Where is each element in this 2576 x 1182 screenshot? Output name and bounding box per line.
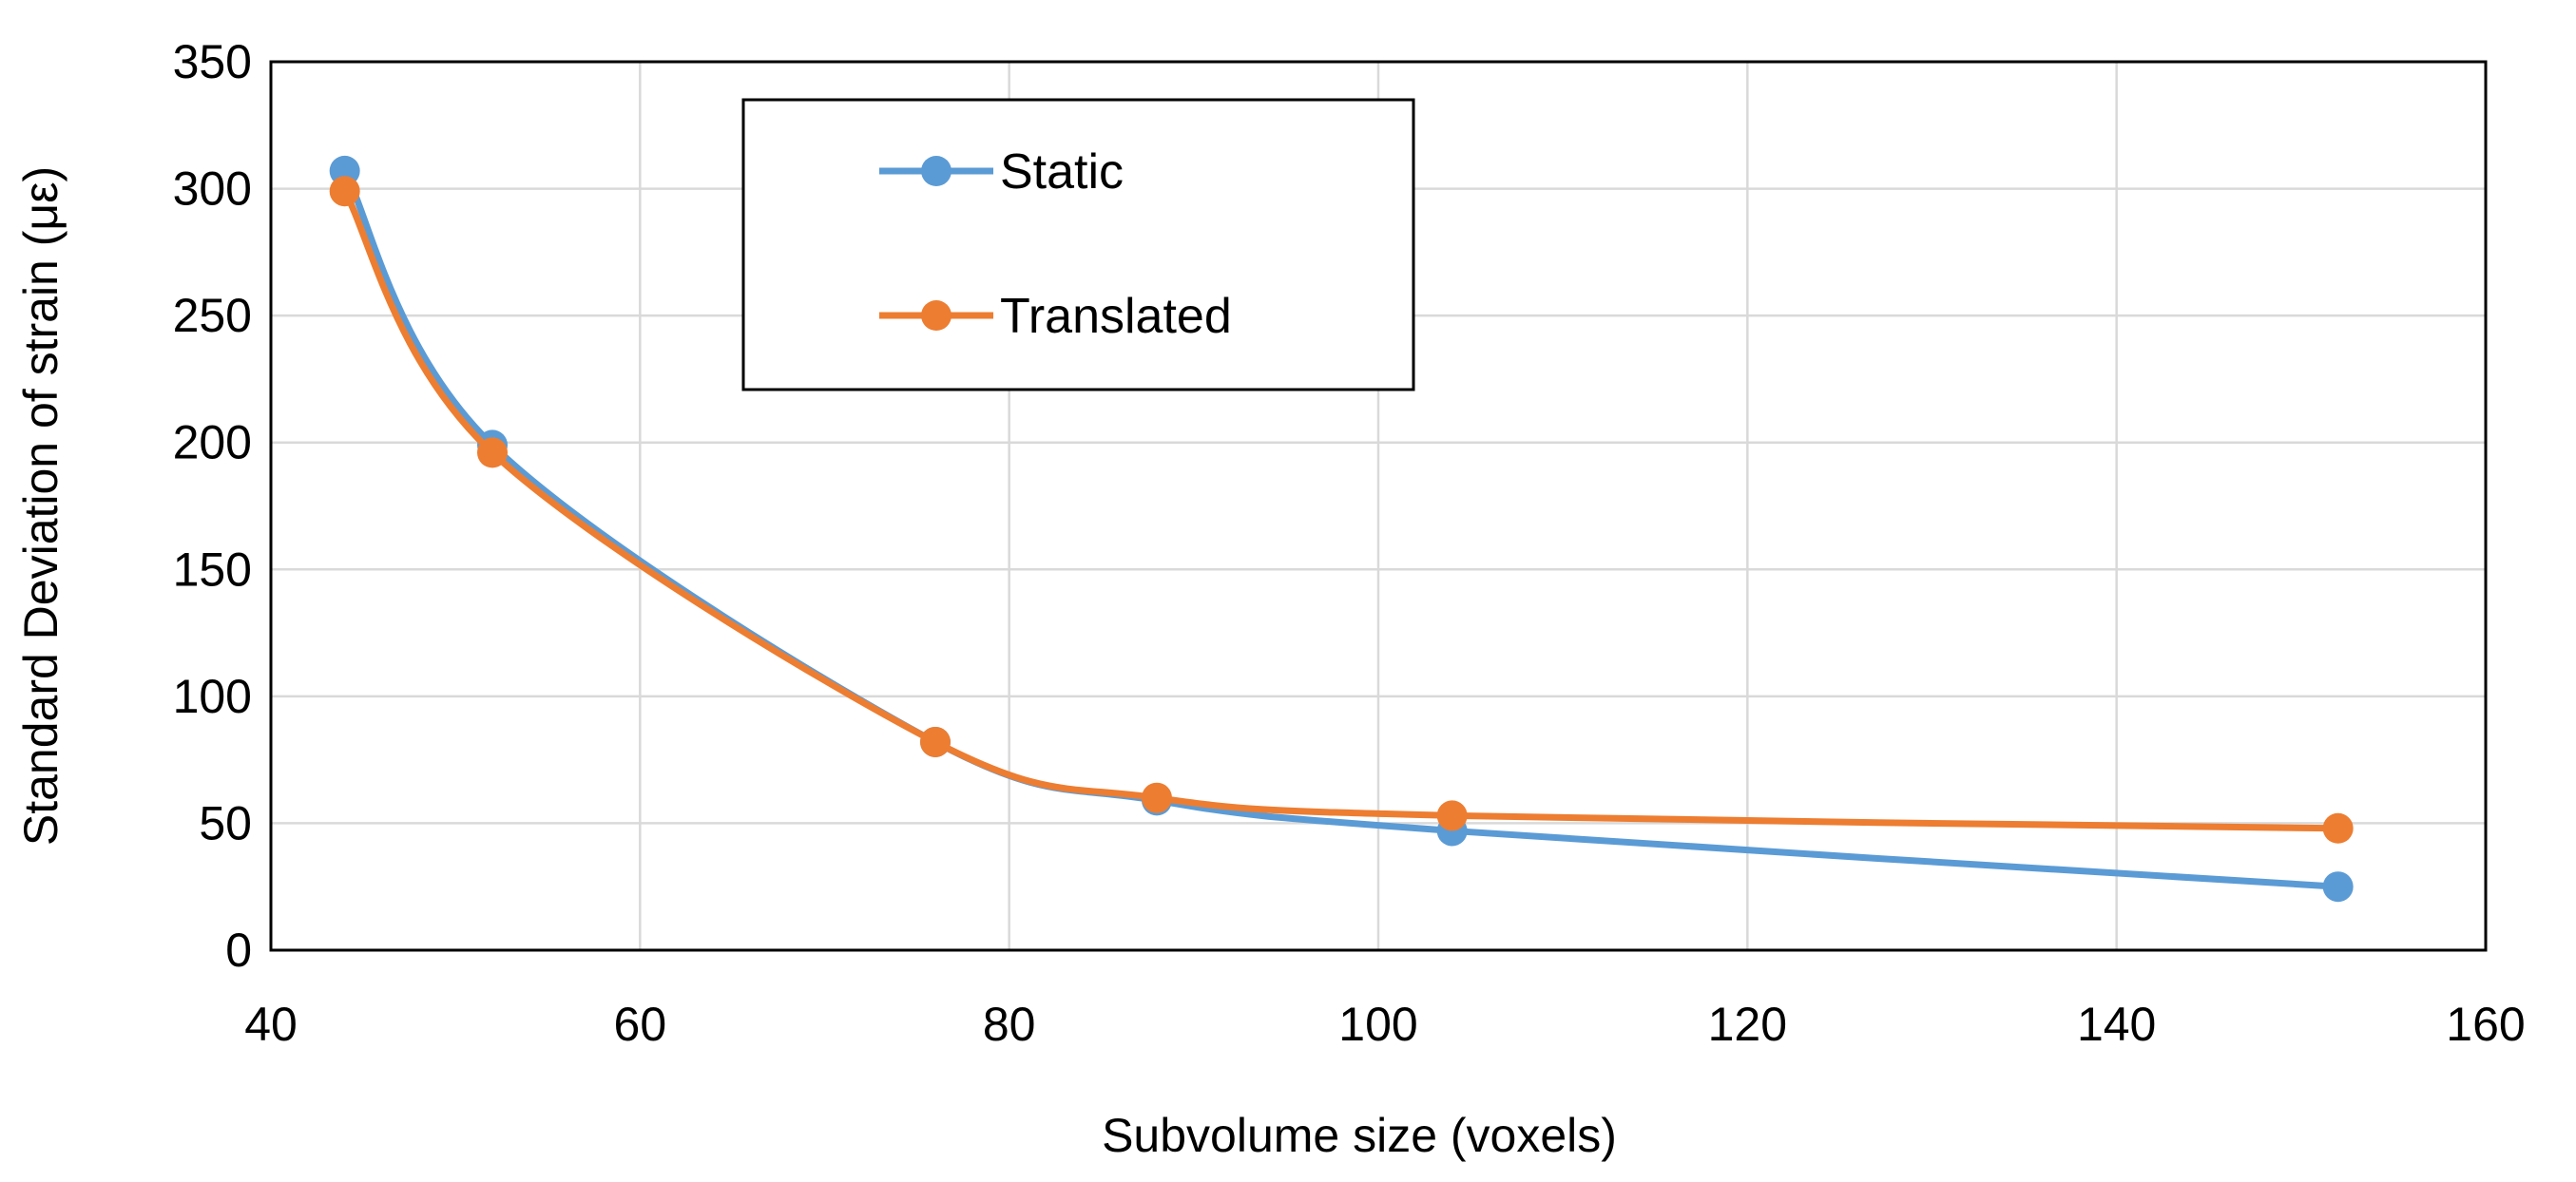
y-axis-title: Standard Deviation of strain (με) <box>14 166 67 846</box>
data-point-translated <box>2322 812 2354 844</box>
y-tick-label: 250 <box>173 289 252 342</box>
data-point-translated <box>1142 782 1172 813</box>
series-layer <box>329 155 2354 903</box>
y-tick-label: 200 <box>173 416 252 469</box>
data-point-translated <box>477 437 508 468</box>
x-tick-label: 60 <box>614 998 667 1051</box>
legend-box <box>741 98 1415 391</box>
x-tick-label: 80 <box>983 998 1036 1051</box>
x-tick-label: 100 <box>1338 998 1417 1051</box>
x-tick-label: 160 <box>2446 998 2525 1051</box>
y-tick-label: 50 <box>199 796 252 849</box>
y-tick-label: 0 <box>225 924 252 977</box>
y-tick-label: 100 <box>173 670 252 723</box>
x-tick-label: 140 <box>2077 998 2156 1051</box>
legend: Static Translated <box>741 98 1415 391</box>
x-tick-label: 120 <box>1708 998 1787 1051</box>
x-axis-ticks: 40 60 80 100 120 140 160 <box>244 998 2526 1051</box>
data-point-translated <box>1436 800 1468 831</box>
plot-area <box>269 60 2488 952</box>
legend-swatch-marker <box>921 300 952 331</box>
legend-items: Static Translated <box>879 144 1232 344</box>
data-point-translated <box>329 176 360 207</box>
legend-swatch-marker <box>921 156 952 186</box>
y-tick-label: 150 <box>173 543 252 596</box>
legend-label: Static <box>1000 144 1124 200</box>
legend-item-static: Static <box>879 144 1124 200</box>
x-axis-title: Subvolume size (voxels) <box>1102 1109 1617 1162</box>
y-tick-label: 300 <box>173 162 252 216</box>
y-tick-label: 350 <box>173 35 252 88</box>
data-point-translated <box>920 726 951 757</box>
series-translated <box>329 176 2354 844</box>
legend-item-translated: Translated <box>879 289 1232 344</box>
legend-label: Translated <box>1000 289 1232 344</box>
y-axis-ticks: 0 50 100 150 200 250 300 350 <box>173 35 252 977</box>
data-point-static <box>2322 871 2354 903</box>
x-tick-label: 40 <box>244 998 298 1051</box>
